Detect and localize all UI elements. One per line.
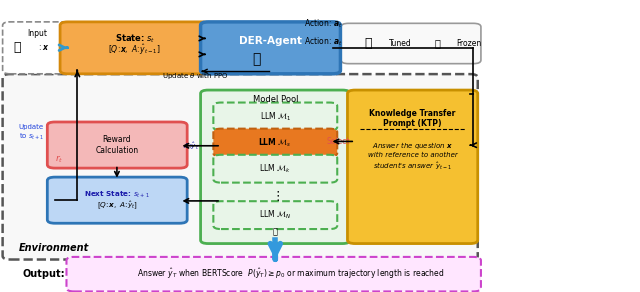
Text: Action: $\boldsymbol{a}_t$: Action: $\boldsymbol{a}_t$ (304, 17, 342, 29)
FancyBboxPatch shape (213, 129, 337, 157)
Text: 🔥: 🔥 (252, 52, 260, 66)
FancyBboxPatch shape (213, 201, 337, 229)
Text: State: $s_t$: State: $s_t$ (115, 33, 155, 45)
Text: : $\boldsymbol{x}$: : $\boldsymbol{x}$ (38, 43, 50, 52)
FancyBboxPatch shape (200, 22, 340, 74)
Text: LLM $\mathcal{M}_1$: LLM $\mathcal{M}_1$ (260, 110, 291, 123)
FancyBboxPatch shape (47, 177, 187, 223)
FancyBboxPatch shape (3, 74, 477, 260)
Text: $[Q\!:\!\boldsymbol{x},\ A\!:\!\hat{y}_{t-1}]$: $[Q\!:\!\boldsymbol{x},\ A\!:\!\hat{y}_{… (108, 43, 161, 57)
Text: $r_t$: $r_t$ (55, 154, 63, 165)
Text: Action: $\boldsymbol{a}_t$: Action: $\boldsymbol{a}_t$ (304, 36, 342, 48)
FancyBboxPatch shape (341, 23, 481, 64)
Text: $\vdots$: $\vdots$ (271, 189, 280, 203)
Text: Update $\theta$ with PPO: Update $\theta$ with PPO (162, 71, 228, 81)
Text: LLM $\mathcal{M}_N$: LLM $\mathcal{M}_N$ (259, 209, 291, 221)
Text: 👤: 👤 (13, 41, 21, 54)
Text: Input: Input (27, 29, 47, 38)
Text: Update
to $s_{t+1}$: Update to $s_{t+1}$ (19, 124, 44, 142)
Text: Environment: Environment (19, 243, 89, 253)
FancyBboxPatch shape (60, 22, 209, 74)
FancyBboxPatch shape (348, 90, 477, 244)
Text: Tuned: Tuned (389, 39, 412, 48)
FancyBboxPatch shape (213, 102, 337, 131)
Text: $[Q\!:\!\boldsymbol{x},\ A\!:\!\hat{y}_t]$: $[Q\!:\!\boldsymbol{x},\ A\!:\!\hat{y}_t… (97, 199, 138, 211)
FancyBboxPatch shape (47, 122, 187, 168)
Text: Model Pool: Model Pool (253, 95, 298, 105)
Text: 🔒: 🔒 (273, 227, 278, 236)
FancyBboxPatch shape (200, 90, 350, 244)
FancyBboxPatch shape (213, 155, 337, 182)
Text: Select: Select (326, 137, 349, 146)
Text: LLM $\mathcal{M}_s$: LLM $\mathcal{M}_s$ (259, 136, 292, 149)
Text: Answer $\hat{y}_T$ when BERTScore  $P(\hat{y}_T) \geq p_0$ or maximum trajectory: Answer $\hat{y}_T$ when BERTScore $P(\ha… (138, 267, 445, 281)
FancyBboxPatch shape (3, 22, 72, 74)
Text: LLM $\mathcal{M}_k$: LLM $\mathcal{M}_k$ (259, 162, 291, 175)
Text: 🔥: 🔥 (365, 37, 372, 50)
Text: DER-Agent: DER-Agent (239, 36, 302, 46)
FancyBboxPatch shape (67, 257, 481, 291)
Text: Knowledge Transfer
Prompt (KTP): Knowledge Transfer Prompt (KTP) (369, 109, 456, 128)
Text: Next State: $s_{t+1}$: Next State: $s_{t+1}$ (84, 190, 150, 200)
Text: Reward
Calculation: Reward Calculation (95, 135, 138, 154)
Text: Answer the question $\boldsymbol{x}$
with reference to another
student's answer : Answer the question $\boldsymbol{x}$ wit… (368, 140, 458, 172)
Text: 🔒: 🔒 (435, 39, 441, 49)
Text: Frozen: Frozen (456, 39, 481, 48)
Text: $A\!:\!\hat{y}_t$: $A\!:\!\hat{y}_t$ (183, 140, 199, 152)
Text: Output:: Output: (23, 269, 65, 279)
